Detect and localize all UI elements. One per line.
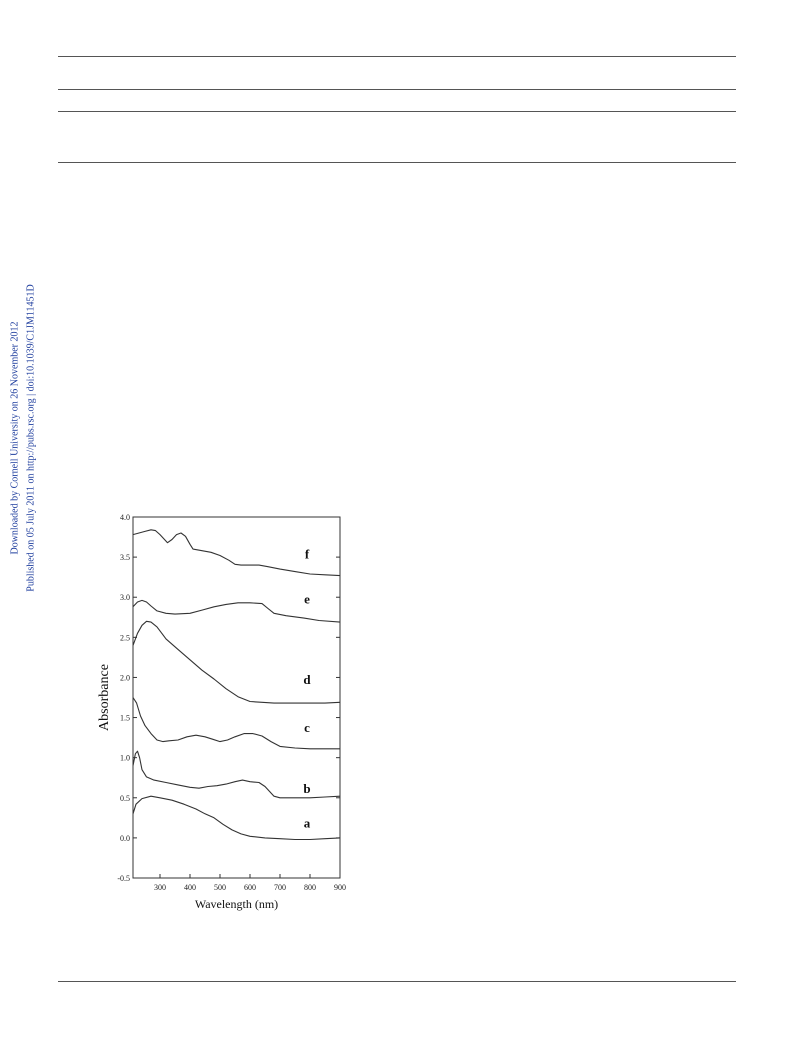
y-tick-label: 1.5 <box>120 714 130 723</box>
series-label-d: d <box>303 672 311 687</box>
y-tick-label: 0.0 <box>120 834 130 843</box>
y-tick-label: 4.0 <box>120 513 130 522</box>
header-rule-4 <box>58 162 736 163</box>
x-tick-label: 600 <box>244 883 256 892</box>
header-rule-1 <box>58 56 736 57</box>
footer-rule <box>58 981 736 982</box>
x-tick-label: 800 <box>304 883 316 892</box>
series-label-a: a <box>304 815 311 830</box>
series-line-d <box>132 620 341 704</box>
y-tick-label: 2.5 <box>120 633 130 642</box>
series-line-a <box>132 795 341 841</box>
x-tick-label: 400 <box>184 883 196 892</box>
absorbance-chart: -0.5 0.0 0.5 1.0 1.5 2.0 2.5 3.0 3.5 4.0 300 400 500… <box>97 513 346 911</box>
x-tick-label: 300 <box>154 883 166 892</box>
x-tick-label: 500 <box>214 883 226 892</box>
y-axis-label: Absorbance <box>97 664 112 731</box>
y-tick-label: 3.0 <box>120 593 130 602</box>
x-tick-label: 700 <box>274 883 286 892</box>
series-line-e <box>132 599 341 623</box>
header-rule-2 <box>58 89 736 90</box>
series-label-f: f <box>305 547 310 562</box>
y-tick-label: -0.5 <box>117 874 130 883</box>
series-label-c: c <box>304 720 310 735</box>
download-notice-line-2[interactable]: Published on 05 July 2011 on http://pubs… <box>25 284 37 592</box>
x-tick-label: 900 <box>334 883 346 892</box>
series-label-b: b <box>303 781 310 796</box>
header-rule-3 <box>58 111 736 112</box>
y-tick-label: 3.5 <box>120 553 130 562</box>
series-line-f <box>132 529 341 577</box>
y-tick-label: 2.0 <box>120 673 130 682</box>
series-line-c <box>132 697 340 750</box>
y-tick-label: 1.0 <box>120 754 130 763</box>
series-line-b <box>132 750 341 799</box>
download-notice-line-1[interactable]: Downloaded by Cornell University on 26 N… <box>9 321 21 555</box>
x-axis-label: Wavelength (nm) <box>195 897 278 911</box>
series-label-e: e <box>304 592 310 607</box>
y-tick-label: 0.5 <box>120 794 130 803</box>
